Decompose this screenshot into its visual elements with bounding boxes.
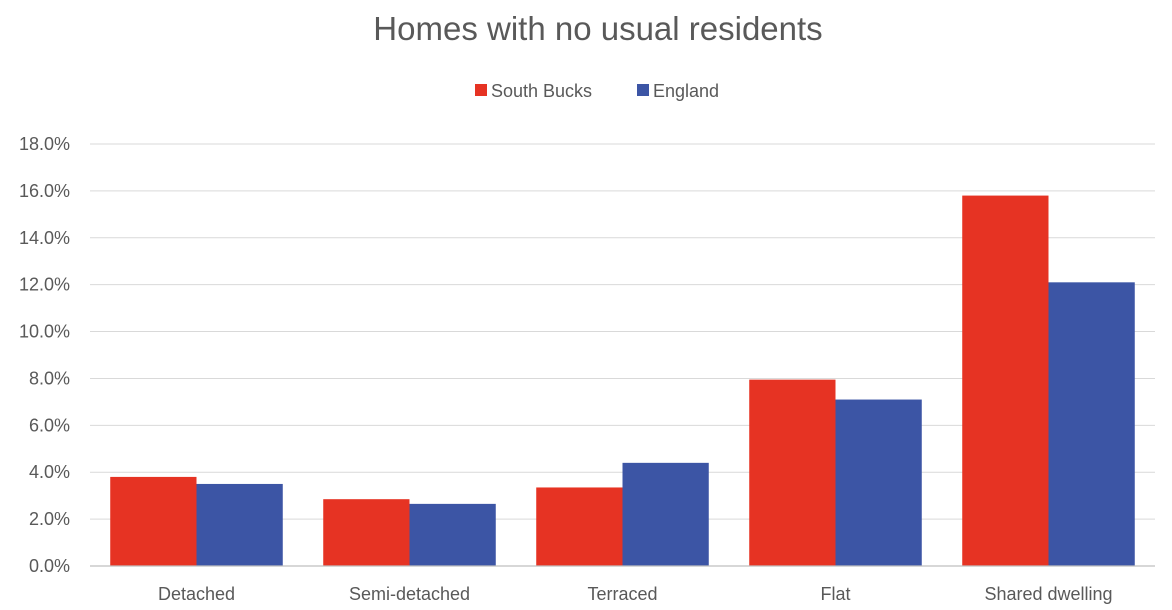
- bar-england-shared-dwelling: [1048, 282, 1135, 566]
- bar-south-bucks-detached: [110, 476, 197, 566]
- y-axis-ticks: 0.0% 2.0% 4.0% 6.0% 8.0% 10.0% 12.0% 14.0% 16.0%…: [19, 134, 70, 576]
- x-axis-labels: Detached Semi-detached Terraced Flat Shared …: [158, 584, 1113, 604]
- bar-england-flat: [835, 399, 922, 566]
- gridlines: [90, 143, 1155, 520]
- bar-south-bucks-terraced: [536, 487, 623, 566]
- legend-label-south-bucks: South Bucks: [491, 81, 592, 101]
- legend-swatch-england: [637, 84, 649, 96]
- bar-england-terraced: [622, 462, 709, 566]
- bar-south-bucks-semi-detached: [323, 499, 410, 566]
- y-tick-label: 0.0%: [29, 556, 70, 576]
- y-tick-label: 2.0%: [29, 509, 70, 529]
- x-category-label: Terraced: [587, 584, 657, 604]
- bars: [110, 195, 1135, 567]
- y-tick-label: 14.0%: [19, 228, 70, 248]
- y-tick-label: 16.0%: [19, 181, 70, 201]
- legend-label-england: England: [653, 81, 719, 101]
- y-tick-label: 4.0%: [29, 462, 70, 482]
- y-tick-label: 18.0%: [19, 134, 70, 154]
- x-category-label: Shared dwelling: [984, 584, 1112, 604]
- y-tick-label: 10.0%: [19, 322, 70, 342]
- legend-swatch-south-bucks: [475, 84, 487, 96]
- y-tick-label: 6.0%: [29, 415, 70, 435]
- x-category-label: Semi-detached: [349, 584, 470, 604]
- chart-title: Homes with no usual residents: [373, 10, 822, 47]
- bar-south-bucks-shared-dwelling: [962, 195, 1049, 567]
- legend: South Bucks England: [475, 81, 719, 101]
- y-tick-label: 12.0%: [19, 275, 70, 295]
- bar-england-detached: [196, 483, 283, 566]
- y-tick-label: 8.0%: [29, 368, 70, 388]
- bar-south-bucks-flat: [749, 379, 836, 566]
- bar-england-semi-detached: [409, 503, 496, 566]
- x-category-label: Detached: [158, 584, 235, 604]
- x-category-label: Flat: [820, 584, 850, 604]
